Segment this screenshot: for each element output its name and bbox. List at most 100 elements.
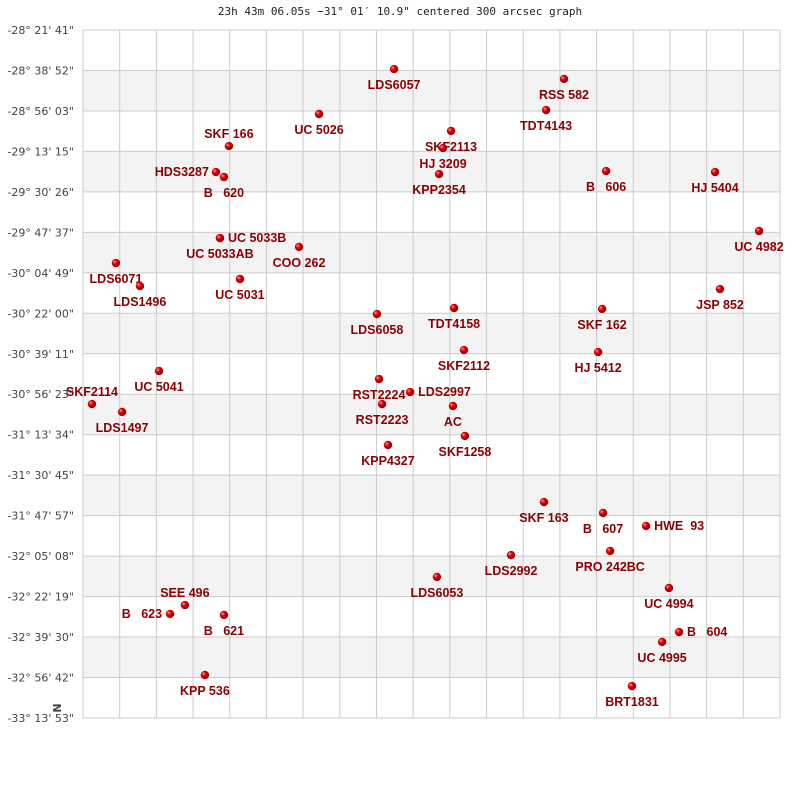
star-point[interactable] (219, 610, 229, 620)
star-point[interactable] (87, 399, 97, 409)
star-point[interactable] (460, 431, 470, 441)
star-point[interactable] (539, 497, 549, 507)
star-point[interactable] (383, 440, 393, 450)
star-point[interactable] (377, 399, 387, 409)
star-point[interactable] (627, 681, 637, 691)
star-point[interactable] (432, 572, 442, 582)
star-point[interactable] (641, 521, 651, 531)
star-point[interactable] (448, 401, 458, 411)
star-point[interactable] (405, 387, 415, 397)
star-marker[interactable]: KPP 536 (180, 670, 230, 698)
star-marker[interactable]: UC 5026 (294, 109, 344, 137)
star-point[interactable] (438, 143, 448, 153)
star-marker[interactable]: SKF2114 (66, 385, 118, 409)
star-point[interactable] (200, 670, 210, 680)
star-marker[interactable]: SKF 162 (577, 304, 627, 332)
star-point[interactable] (372, 309, 382, 319)
star-point[interactable] (235, 274, 245, 284)
star-marker[interactable]: B 621 (204, 610, 244, 638)
star-point[interactable] (598, 508, 608, 518)
star-marker[interactable]: RSS 582 (539, 74, 589, 102)
star-point[interactable] (459, 345, 469, 355)
star-marker[interactable]: SKF2113 (425, 126, 477, 154)
star-label: SKF2113 (425, 140, 477, 154)
star-marker[interactable]: KPP2354 (412, 169, 466, 197)
star-marker[interactable]: LDS6057 (368, 64, 421, 92)
star-marker[interactable]: BRT1831 (605, 681, 659, 709)
star-point[interactable] (754, 226, 764, 236)
star-marker[interactable]: SKF2112 (438, 345, 490, 373)
star-label: B 623 (122, 607, 162, 621)
star-point[interactable] (597, 304, 607, 314)
star-point[interactable] (215, 233, 225, 243)
star-marker[interactable]: UC 5041 (134, 366, 184, 394)
star-point[interactable] (593, 347, 603, 357)
star-marker[interactable]: UC 4995 (637, 637, 687, 665)
star-marker[interactable]: UC 4994 (644, 583, 694, 611)
star-point[interactable] (219, 172, 229, 182)
star-point[interactable] (674, 627, 684, 637)
star-point[interactable] (434, 169, 444, 179)
star-marker[interactable]: B 606 (586, 166, 626, 194)
star-point[interactable] (224, 141, 234, 151)
star-point[interactable] (449, 303, 459, 313)
star-point[interactable] (154, 366, 164, 376)
star-marker[interactable]: AC (444, 401, 462, 429)
star-point[interactable] (559, 74, 569, 84)
star-point[interactable] (211, 167, 221, 177)
star-point[interactable] (165, 609, 175, 619)
star-marker[interactable]: KPP4327 (361, 440, 415, 468)
star-point[interactable] (506, 550, 516, 560)
star-point[interactable] (541, 105, 551, 115)
star-marker[interactable]: LDS6071 (90, 258, 143, 286)
star-point[interactable] (294, 242, 304, 252)
star-point[interactable] (601, 166, 611, 176)
star-marker[interactable]: PRO 242BC (575, 546, 645, 574)
star-marker[interactable]: UC 5033B (215, 231, 287, 245)
star-marker[interactable]: LDS6058 (351, 309, 404, 337)
star-marker[interactable]: HWE 93 (641, 519, 704, 533)
star-marker[interactable]: UC 4982 (734, 226, 784, 254)
star-point[interactable] (314, 109, 324, 119)
star-label: B 621 (204, 624, 244, 638)
star-point[interactable] (180, 600, 190, 610)
star-marker[interactable]: HJ 5404 (691, 167, 739, 195)
star-marker[interactable]: JSP 852 (696, 284, 744, 312)
star-marker[interactable]: HJ 3209 (419, 143, 467, 171)
star-marker[interactable]: LDS2997 (405, 385, 471, 399)
star-marker[interactable]: TDT4143 (520, 105, 572, 133)
star-marker[interactable]: HDS3287 (155, 165, 221, 179)
star-marker[interactable]: RST2223 (356, 399, 409, 427)
star-label: HWE 93 (654, 519, 704, 533)
star-marker[interactable]: LDS6053 (411, 572, 464, 600)
star-point[interactable] (446, 126, 456, 136)
star-marker[interactable]: B 607 (583, 508, 623, 536)
star-point[interactable] (111, 258, 121, 268)
star-marker[interactable]: RST2224 (353, 374, 406, 402)
star-label: UC 5041 (134, 380, 183, 394)
star-marker[interactable]: LDS1497 (96, 407, 149, 435)
star-marker[interactable]: SKF 166 (204, 127, 254, 151)
star-marker[interactable]: SKF1258 (439, 431, 492, 459)
star-point[interactable] (117, 407, 127, 417)
star-point[interactable] (389, 64, 399, 74)
star-point[interactable] (605, 546, 615, 556)
star-marker[interactable]: B 620 (204, 172, 244, 200)
star-marker[interactable]: LDS1496 (114, 281, 167, 309)
star-marker[interactable]: SEE 496 (160, 586, 210, 610)
star-marker[interactable]: SKF 163 (519, 497, 569, 525)
star-point[interactable] (715, 284, 725, 294)
star-marker[interactable]: TDT4158 (428, 303, 480, 331)
star-point[interactable] (664, 583, 674, 593)
star-marker[interactable]: B 604 (674, 625, 728, 639)
star-marker[interactable]: LDS2992 (485, 550, 538, 578)
star-point[interactable] (374, 374, 384, 384)
star-point[interactable] (657, 637, 667, 647)
star-marker[interactable]: UC 5031 (215, 274, 265, 302)
star-marker[interactable]: B 623 (122, 607, 175, 621)
star-marker[interactable]: COO 262 (273, 242, 326, 270)
star-point[interactable] (135, 281, 145, 291)
star-point[interactable] (710, 167, 720, 177)
star-label: LDS6053 (411, 586, 464, 600)
star-marker[interactable]: HJ 5412 (574, 347, 622, 375)
